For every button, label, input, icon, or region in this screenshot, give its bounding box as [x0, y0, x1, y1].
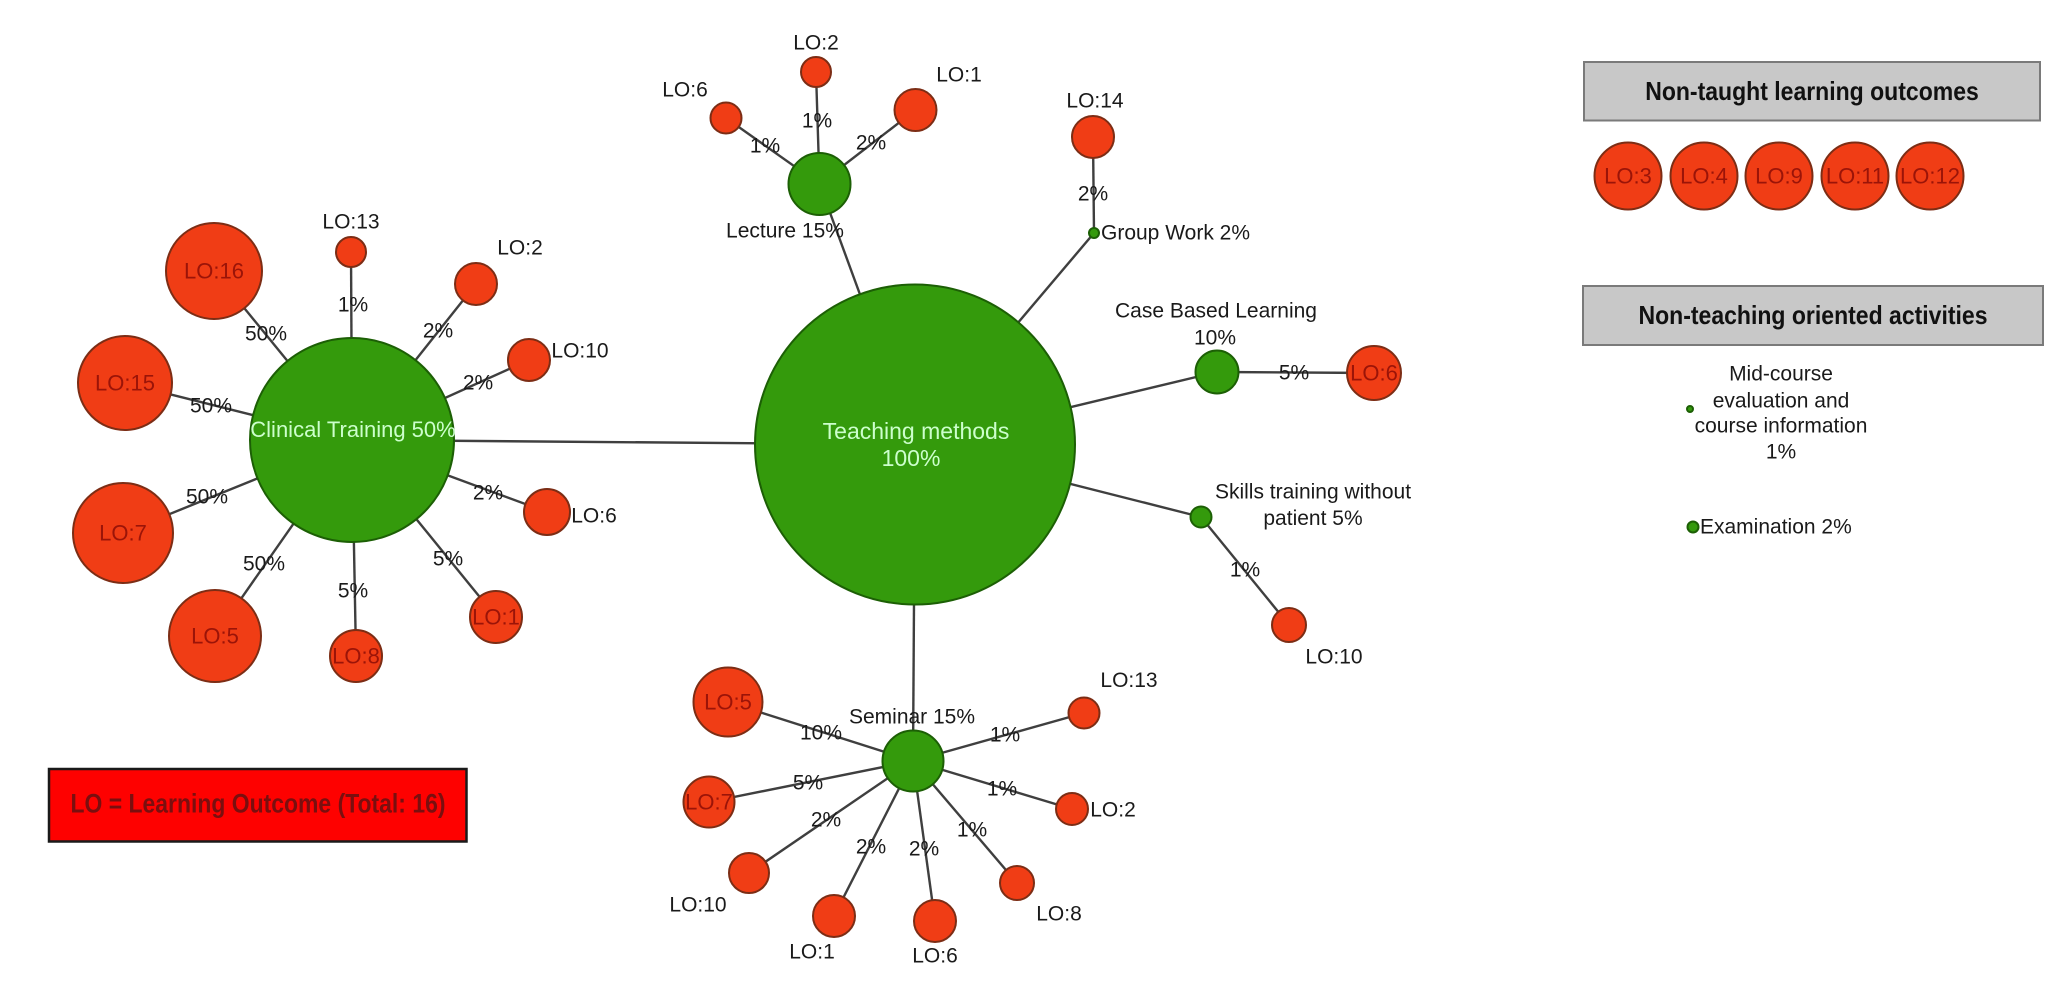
svg-text:LO:2: LO:2 — [1090, 799, 1136, 822]
svg-text:Lecture 15%: Lecture 15% — [726, 220, 844, 243]
svg-text:2%: 2% — [423, 320, 453, 343]
svg-text:50%: 50% — [243, 553, 285, 576]
svg-text:patient 5%: patient 5% — [1263, 507, 1362, 530]
svg-text:LO:7: LO:7 — [99, 521, 147, 546]
svg-text:LO:5: LO:5 — [191, 624, 239, 649]
svg-text:Group Work 2%: Group Work 2% — [1101, 222, 1250, 245]
svg-text:LO:7: LO:7 — [685, 790, 733, 815]
svg-text:LO:13: LO:13 — [322, 211, 379, 234]
svg-text:2%: 2% — [1078, 183, 1108, 206]
svg-text:LO:1: LO:1 — [789, 941, 835, 964]
svg-text:1%: 1% — [987, 778, 1017, 801]
svg-text:LO:5: LO:5 — [704, 690, 752, 715]
svg-text:LO:8: LO:8 — [1036, 903, 1082, 926]
svg-text:LO:6: LO:6 — [1350, 361, 1398, 386]
svg-text:LO:11: LO:11 — [1826, 164, 1884, 189]
svg-text:Teaching methods: Teaching methods — [823, 418, 1010, 444]
svg-text:5%: 5% — [433, 548, 463, 571]
svg-text:5%: 5% — [1279, 362, 1309, 385]
svg-text:LO:2: LO:2 — [497, 237, 543, 260]
svg-text:course information: course information — [1695, 415, 1868, 438]
svg-text:1%: 1% — [957, 819, 987, 842]
svg-text:10%: 10% — [800, 722, 842, 745]
svg-text:2%: 2% — [463, 372, 493, 395]
svg-text:evaluation and: evaluation and — [1713, 390, 1850, 413]
svg-text:1%: 1% — [750, 135, 780, 158]
svg-text:LO:15: LO:15 — [95, 371, 155, 396]
svg-text:LO = Learning Outcome (Total:: LO = Learning Outcome (Total: 16) — [71, 789, 446, 819]
svg-text:LO:6: LO:6 — [662, 79, 708, 102]
svg-text:Clinical Training 50%: Clinical Training 50% — [250, 417, 455, 442]
svg-text:LO:1: LO:1 — [936, 64, 982, 87]
svg-text:LO:10: LO:10 — [551, 340, 608, 363]
svg-text:LO:10: LO:10 — [1305, 646, 1362, 669]
svg-text:LO:2: LO:2 — [793, 32, 839, 55]
svg-text:LO:13: LO:13 — [1100, 669, 1157, 692]
svg-text:LO:1: LO:1 — [472, 605, 520, 630]
svg-text:2%: 2% — [811, 809, 841, 832]
svg-text:1%: 1% — [1766, 441, 1796, 464]
svg-text:Skills training without: Skills training without — [1215, 481, 1411, 504]
svg-text:50%: 50% — [190, 395, 232, 418]
svg-text:5%: 5% — [793, 772, 823, 795]
svg-text:LO:6: LO:6 — [912, 945, 958, 968]
svg-text:Examination 2%: Examination 2% — [1700, 516, 1852, 539]
svg-text:50%: 50% — [186, 486, 228, 509]
svg-text:1%: 1% — [338, 294, 368, 317]
svg-text:Case Based Learning: Case Based Learning — [1115, 300, 1317, 323]
svg-text:LO:4: LO:4 — [1680, 164, 1728, 189]
svg-text:Mid-course: Mid-course — [1729, 363, 1833, 386]
svg-text:Non-teaching oriented activiti: Non-teaching oriented activities — [1638, 302, 1987, 331]
svg-text:1%: 1% — [990, 724, 1020, 747]
svg-text:LO:6: LO:6 — [571, 505, 617, 528]
svg-text:LO:8: LO:8 — [332, 644, 380, 669]
svg-text:2%: 2% — [856, 132, 886, 155]
svg-text:1%: 1% — [1230, 559, 1260, 582]
svg-text:50%: 50% — [245, 323, 287, 346]
svg-text:2%: 2% — [473, 482, 503, 505]
svg-text:Seminar 15%: Seminar 15% — [849, 706, 975, 729]
svg-text:LO:12: LO:12 — [1900, 164, 1960, 189]
svg-text:LO:10: LO:10 — [669, 894, 726, 917]
svg-text:2%: 2% — [856, 836, 886, 859]
svg-text:100%: 100% — [882, 445, 941, 471]
svg-text:LO:14: LO:14 — [1066, 90, 1124, 113]
svg-text:1%: 1% — [802, 110, 832, 133]
svg-text:10%: 10% — [1194, 327, 1236, 350]
svg-text:2%: 2% — [909, 838, 939, 861]
svg-text:Non-taught learning outcomes: Non-taught learning outcomes — [1645, 78, 1979, 107]
svg-text:LO:3: LO:3 — [1604, 164, 1652, 189]
svg-text:LO:16: LO:16 — [184, 259, 244, 284]
svg-text:LO:9: LO:9 — [1755, 164, 1803, 189]
svg-text:5%: 5% — [338, 580, 368, 603]
